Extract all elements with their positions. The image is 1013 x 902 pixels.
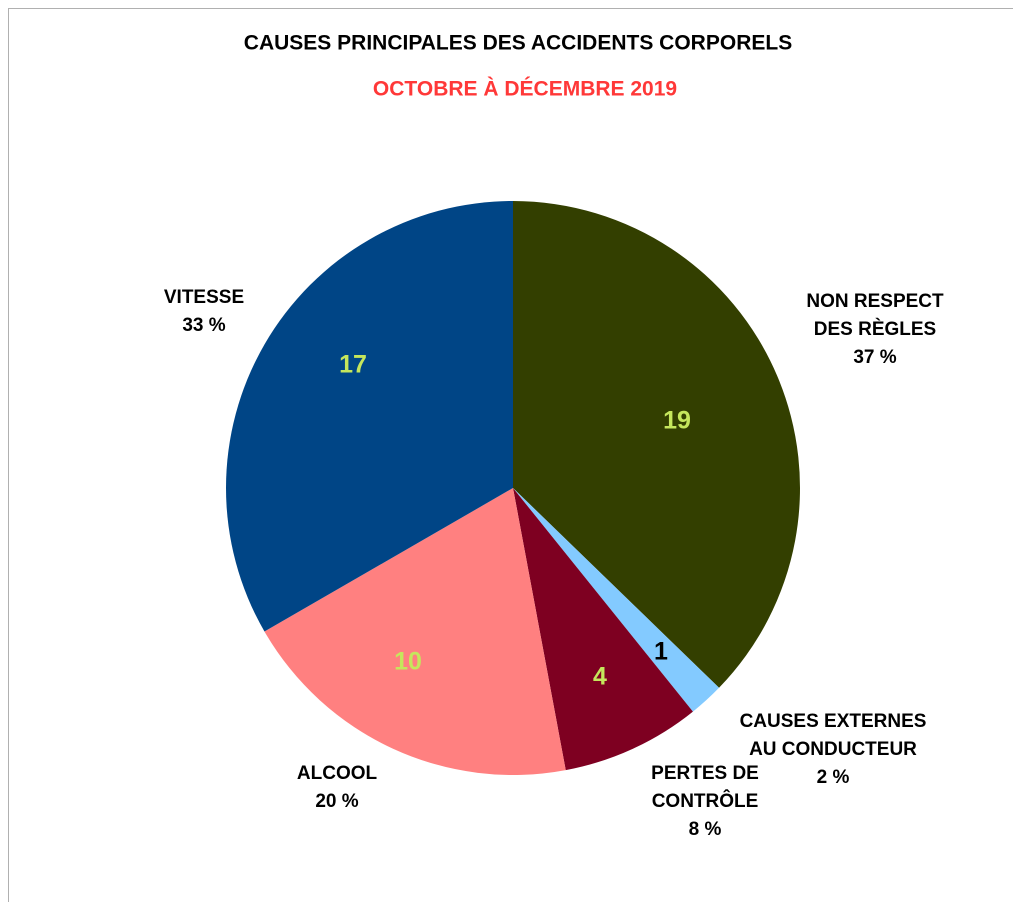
frame [8, 8, 1013, 902]
category-label: NON RESPECT [806, 291, 944, 312]
pie-slice [513, 488, 720, 712]
percent-label: 2 % [817, 767, 850, 788]
value-label: 4 [593, 663, 607, 691]
value-label: 19 [663, 407, 691, 435]
pie-slice [513, 201, 800, 688]
category-label: CONTRÔLE [652, 790, 759, 812]
percent-label: 33 % [182, 315, 225, 336]
value-label: 1 [654, 638, 668, 666]
category-label: DES RÈGLES [814, 318, 936, 340]
percent-label: 8 % [689, 819, 722, 840]
value-label: 17 [339, 351, 367, 379]
chart-subtitle: OCTOBRE À DÉCEMBRE 2019 [373, 78, 677, 101]
percent-label: 37 % [853, 347, 896, 368]
category-label: CAUSES EXTERNES [740, 711, 927, 732]
category-label: ALCOOL [297, 763, 378, 784]
pie-slice [226, 201, 514, 632]
percent-label: 20 % [315, 791, 358, 812]
category-label: VITESSE [164, 287, 244, 308]
value-label: 10 [394, 648, 422, 676]
category-label: AU CONDUCTEUR [749, 739, 917, 760]
chart-title: CAUSES PRINCIPALES DES ACCIDENTS CORPORE… [244, 32, 792, 55]
pie-slice [264, 488, 566, 775]
pie-slice [513, 488, 693, 771]
category-label: PERTES DE [651, 763, 759, 784]
